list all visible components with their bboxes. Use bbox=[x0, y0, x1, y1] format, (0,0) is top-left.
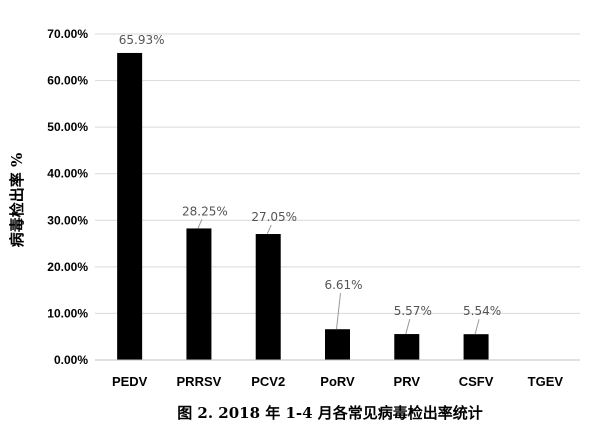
label-leader-lines bbox=[197, 219, 480, 335]
bar-pcv2 bbox=[255, 234, 281, 360]
data-label: 28.25% bbox=[182, 204, 228, 218]
category-label: PEDV bbox=[112, 374, 148, 389]
category-label: PCV2 bbox=[251, 374, 285, 389]
y-tick-label: 60.00% bbox=[47, 74, 88, 88]
y-tick-label: 30.00% bbox=[47, 213, 88, 227]
label-leader-line bbox=[266, 224, 272, 235]
bars bbox=[117, 52, 489, 361]
bar-prrsv bbox=[186, 228, 212, 360]
y-tick-label: 0.00% bbox=[54, 353, 88, 367]
y-tick-labels: 0.00% 10.00% 20.00% 30.00% 40.00% 50.00% 60.00… bbox=[47, 27, 88, 367]
category-label: CSFV bbox=[459, 374, 494, 389]
y-tick-label: 10.00% bbox=[47, 306, 88, 320]
y-tick-label: 50.00% bbox=[47, 120, 88, 134]
gridlines bbox=[95, 33, 580, 314]
figure-caption: 图 2. 2018 年 1-4 月各常见病毒检出率统计 bbox=[177, 404, 483, 422]
label-leader-line bbox=[405, 318, 411, 335]
data-label: 27.05% bbox=[251, 210, 297, 224]
category-labels: PEDV PRRSV PCV2 PoRV PRV CSFV TGEV bbox=[112, 374, 563, 389]
data-label: 5.54% bbox=[463, 304, 501, 318]
category-label: PoRV bbox=[320, 374, 355, 389]
category-label: PRRSV bbox=[177, 374, 222, 389]
label-leader-line bbox=[197, 219, 203, 229]
data-label: 65.93% bbox=[119, 33, 165, 47]
bar-prv bbox=[394, 334, 420, 360]
data-label: 5.57% bbox=[394, 304, 432, 318]
label-leader-line bbox=[336, 293, 341, 330]
bar-csfv bbox=[463, 334, 489, 360]
bar-pedv bbox=[117, 52, 143, 361]
data-labels: 65.93% 28.25% 27.05% 6.61% 5.57% 5.54% bbox=[119, 33, 501, 318]
category-label: TGEV bbox=[528, 374, 564, 389]
category-label: PRV bbox=[394, 374, 421, 389]
label-leader-line bbox=[474, 319, 480, 335]
y-tick-label: 40.00% bbox=[47, 167, 88, 181]
y-tick-label: 20.00% bbox=[47, 260, 88, 274]
data-label: 6.61% bbox=[324, 278, 362, 292]
y-tick-label: 70.00% bbox=[47, 27, 88, 41]
y-axis-label: 病毒检出率 % bbox=[8, 153, 26, 247]
bar-porv bbox=[325, 329, 350, 360]
